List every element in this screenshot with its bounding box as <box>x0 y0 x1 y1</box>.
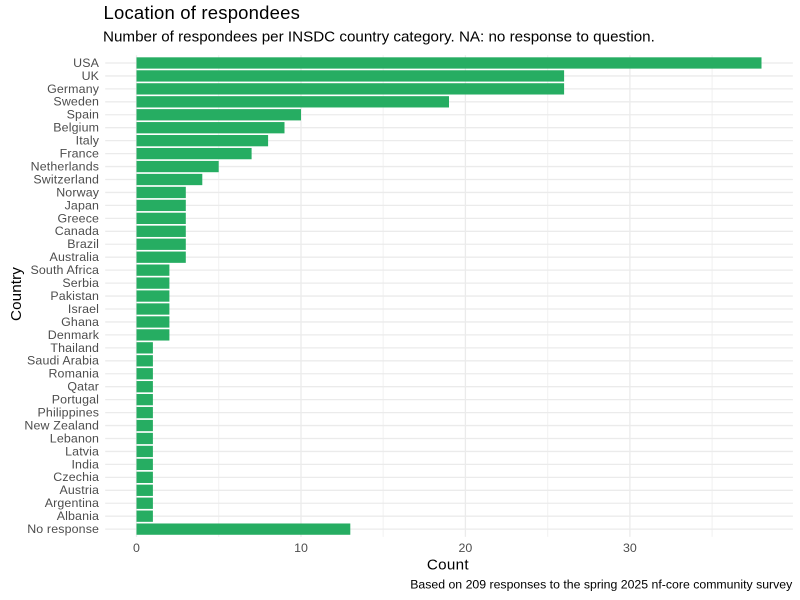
svg-text:Israel: Israel <box>68 302 99 316</box>
svg-text:Based on 209 responses to the: Based on 209 responses to the spring 202… <box>410 578 793 592</box>
svg-text:Norway: Norway <box>56 185 100 199</box>
svg-text:Portugal: Portugal <box>52 393 99 407</box>
svg-text:Latvia: Latvia <box>65 444 99 458</box>
svg-text:Italy: Italy <box>76 134 100 148</box>
svg-text:10: 10 <box>294 541 308 555</box>
svg-text:Canada: Canada <box>55 224 99 238</box>
svg-text:Argentina: Argentina <box>45 496 99 510</box>
svg-text:30: 30 <box>623 541 637 555</box>
svg-text:Sweden: Sweden <box>53 95 99 109</box>
svg-text:New Zealand: New Zealand <box>24 418 99 432</box>
svg-text:Brazil: Brazil <box>67 237 99 251</box>
svg-text:Belgium: Belgium <box>53 121 99 135</box>
svg-text:20: 20 <box>459 541 473 555</box>
svg-text:Country: Country <box>8 267 25 321</box>
svg-text:Germany: Germany <box>47 82 100 96</box>
svg-text:Philippines: Philippines <box>38 405 100 419</box>
svg-text:Thailand: Thailand <box>50 341 99 355</box>
svg-text:Ghana: Ghana <box>61 315 99 329</box>
svg-text:UK: UK <box>82 69 100 83</box>
svg-text:Number of respondees per INSDC: Number of respondees per INSDC country c… <box>103 29 655 46</box>
svg-text:Austria: Austria <box>59 483 99 497</box>
svg-text:India: India <box>71 457 99 471</box>
svg-text:Saudi Arabia: Saudi Arabia <box>27 354 99 368</box>
svg-text:Czechia: Czechia <box>53 470 99 484</box>
svg-text:Albania: Albania <box>57 509 99 523</box>
svg-text:Netherlands: Netherlands <box>31 159 99 173</box>
svg-text:Serbia: Serbia <box>62 276 99 290</box>
svg-text:Lebanon: Lebanon <box>50 431 99 445</box>
svg-text:Australia: Australia <box>50 250 100 264</box>
svg-text:Spain: Spain <box>67 108 99 122</box>
svg-text:0: 0 <box>133 541 140 555</box>
svg-text:South Africa: South Africa <box>30 263 99 277</box>
svg-text:USA: USA <box>73 56 100 70</box>
svg-text:Count: Count <box>427 556 470 573</box>
svg-text:Greece: Greece <box>58 211 100 225</box>
svg-text:Qatar: Qatar <box>67 380 99 394</box>
svg-text:Pakistan: Pakistan <box>50 289 99 303</box>
svg-text:Romania: Romania <box>48 367 99 381</box>
svg-text:Denmark: Denmark <box>48 328 100 342</box>
svg-text:No response: No response <box>27 522 99 536</box>
svg-text:France: France <box>60 147 99 161</box>
svg-text:Japan: Japan <box>65 198 100 212</box>
svg-text:Switzerland: Switzerland <box>33 172 99 186</box>
svg-text:Location of respondees: Location of respondees <box>104 2 301 23</box>
